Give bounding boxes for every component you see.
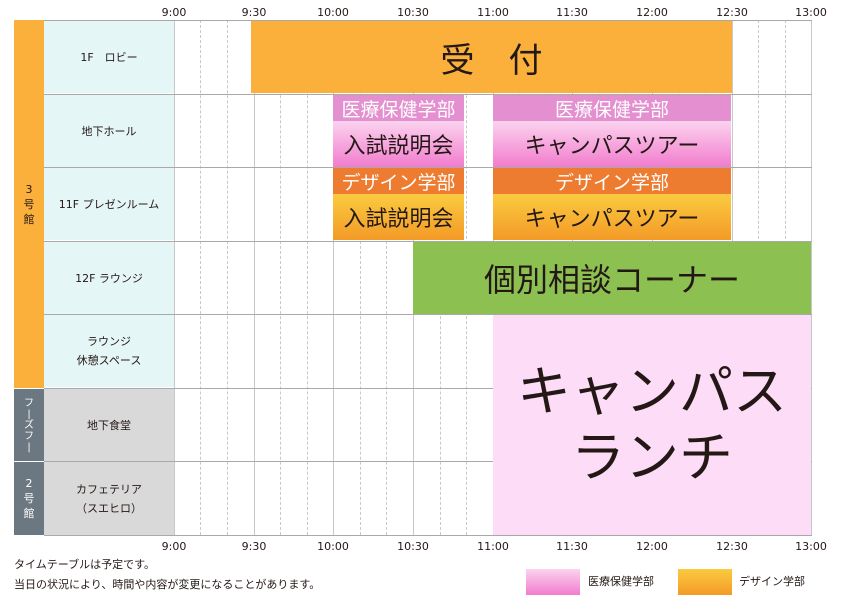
- row-divider: [44, 535, 812, 536]
- time-label: 10:30: [397, 540, 429, 553]
- time-label: 11:00: [477, 540, 509, 553]
- legend-label-design: デザイン学部: [739, 575, 805, 588]
- event-campus-tour-medical: キャンパスツアー: [493, 121, 731, 167]
- grid-line: [254, 20, 255, 535]
- event-reception: 受 付: [251, 21, 732, 93]
- food-floor-label: フ | ズ フ |: [14, 389, 44, 461]
- legend-label-medical: 医療保健学部: [588, 575, 654, 588]
- room-lounge-rest: ラウンジ 休憩スペース: [44, 315, 174, 387]
- grid-line: [200, 20, 201, 535]
- event-campus-tour-design: キャンパスツアー: [493, 194, 731, 240]
- grid-line: [307, 20, 308, 535]
- row-divider: [44, 388, 812, 389]
- event-medical-label: 医療保健学部: [493, 95, 731, 121]
- time-label: 11:00: [477, 6, 509, 19]
- time-label: 12:30: [716, 540, 748, 553]
- room-1f-lobby: 1F ロビー: [44, 21, 174, 93]
- building-3-label: 3 号 館: [14, 20, 44, 388]
- time-label: 10:00: [317, 540, 349, 553]
- row-divider: [44, 20, 812, 21]
- time-label: 10:30: [397, 6, 429, 19]
- event-design-label: デザイン学部: [493, 168, 731, 194]
- event-exam-info-medical: 入試説明会: [333, 121, 464, 167]
- room-basement-cafeteria: 地下食堂: [44, 389, 174, 461]
- row-divider: [44, 167, 812, 168]
- row-divider: [44, 461, 812, 462]
- room-cafeteria-suehiro: カフェテリア （スエヒロ）: [44, 462, 174, 535]
- event-medical-label: 医療保健学部: [333, 95, 464, 121]
- row-divider: [44, 241, 812, 242]
- time-label: 9:00: [161, 540, 187, 553]
- building-2-label: 2 号 館: [14, 462, 44, 535]
- time-label: 9:30: [241, 540, 267, 553]
- grid-line: [386, 20, 387, 535]
- time-label: 13:00: [795, 6, 827, 19]
- grid-line: [280, 20, 281, 535]
- grid-line: [811, 20, 812, 535]
- time-label: 10:00: [317, 6, 349, 19]
- grid-line: [227, 20, 228, 535]
- time-label: 13:00: [795, 540, 827, 553]
- time-label: 12:30: [716, 6, 748, 19]
- time-label: 11:30: [556, 6, 588, 19]
- legend-swatch-medical: [526, 569, 580, 595]
- footnote-schedule: タイムテーブルは予定です。: [14, 558, 156, 571]
- event-design-label: デザイン学部: [333, 168, 464, 194]
- room-11f-presentation: 11F プレゼンルーム: [44, 168, 174, 240]
- event-consultation: 個別相談コーナー: [413, 242, 811, 314]
- time-label: 12:00: [636, 540, 668, 553]
- row-divider: [44, 94, 812, 95]
- room-basement-hall: 地下ホール: [44, 95, 174, 167]
- event-exam-info-design: 入試説明会: [333, 194, 464, 240]
- grid-line: [360, 20, 361, 535]
- time-label: 11:30: [556, 540, 588, 553]
- time-label: 9:30: [241, 6, 267, 19]
- footnote-changes: 当日の状況により、時間や内容が変更になることがあります。: [14, 578, 321, 591]
- legend-swatch-design: [678, 569, 732, 595]
- event-campus-lunch: キャンパス ランチ: [493, 315, 811, 535]
- time-label: 12:00: [636, 6, 668, 19]
- grid-line: [174, 20, 175, 535]
- row-divider: [44, 314, 812, 315]
- room-12f-lounge: 12F ラウンジ: [44, 242, 174, 314]
- grid-line: [333, 20, 334, 535]
- time-label: 9:00: [161, 6, 187, 19]
